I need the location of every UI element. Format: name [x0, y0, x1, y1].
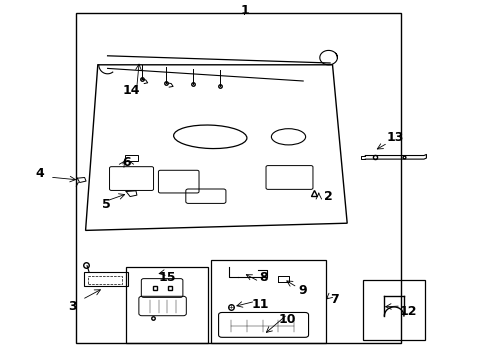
Bar [88, 276, 122, 284]
Text: 3: 3 [68, 300, 77, 313]
Text: 11: 11 [251, 298, 268, 311]
Bar [126, 267, 208, 343]
Text: 6: 6 [122, 156, 130, 169]
Text: 2: 2 [324, 190, 332, 203]
Bar [124, 155, 138, 161]
Text: 5: 5 [102, 198, 111, 211]
Bar [362, 280, 425, 340]
Text: 9: 9 [297, 284, 306, 297]
Text: 8: 8 [259, 271, 268, 284]
Text: 15: 15 [158, 271, 176, 284]
Text: 10: 10 [278, 313, 296, 326]
Bar [211, 260, 325, 343]
Text: 4: 4 [36, 167, 44, 180]
Bar [76, 13, 400, 343]
Text: 1: 1 [240, 4, 248, 17]
Text: 12: 12 [399, 305, 416, 318]
Text: 13: 13 [386, 131, 403, 144]
Text: 7: 7 [330, 293, 339, 306]
Text: 14: 14 [122, 84, 140, 97]
